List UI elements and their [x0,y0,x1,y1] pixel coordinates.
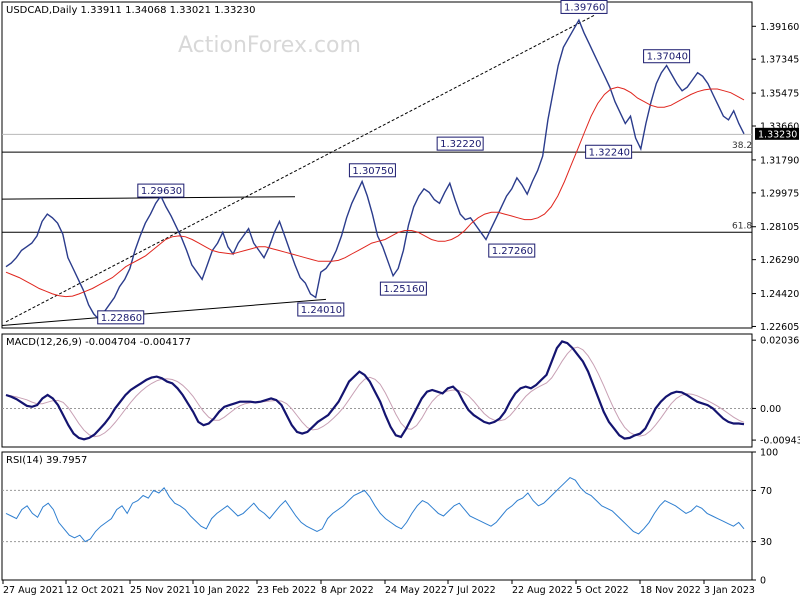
price-annotation-label: 1.32220 [440,139,481,150]
fib-level-label: 38.2 [732,141,752,151]
price-y-tick-label: 1.24420 [760,289,799,300]
price-annotation-label: 1.39760 [564,2,605,13]
fib-level-label: 61.8 [732,221,752,231]
x-tick-label: 7 Jul 2022 [448,585,496,596]
price-y-tick-label: 1.35475 [760,89,799,100]
chart-header: USDCAD,Daily 1.33911 1.34068 1.33021 1.3… [6,5,256,16]
x-tick-label: 5 Oct 2022 [576,585,629,596]
price-annotation-box [297,302,345,317]
rsi-title: RSI(14) 39.7957 [6,455,87,466]
price-panel: ActionForex.com 1.39160 1.37345 1.35475 1.33… [1,0,799,333]
x-tick-label: 12 Oct 2021 [66,585,125,596]
upper-channel-line [1,196,296,200]
lower-channel-line [1,298,327,326]
price-annotation-box [560,0,608,14]
rsi-y-tick-label: 0 [760,576,766,587]
price-annotation-box [137,183,185,198]
current-price-box [755,127,799,140]
price-annotation-label: 1.32240 [589,147,630,158]
price-annotation-box [643,49,691,64]
x-tick-label: 10 Jan 2022 [193,585,250,596]
price-y-tick-label: 1.28105 [760,222,799,233]
price-y-tick-label: 1.37345 [760,55,799,66]
price-annotation-label: 1.29630 [141,186,182,197]
price-annotation-box [97,310,145,325]
price-y-tick-label: 1.22605 [760,322,799,333]
price-annotation-label: 1.24010 [301,305,342,316]
rsi-y-tick-label: 30 [760,537,772,548]
macd-line [5,340,745,441]
moving-average-line [5,86,745,298]
price-annotation-box [379,281,427,296]
macd-title: MACD(12,26,9) -0.004704 -0.004177 [6,337,191,348]
price-annotation-box [436,136,484,151]
price-y-tick-label: 1.26290 [760,255,799,266]
price-annotation-label: 1.37040 [647,52,688,63]
price-annotation-box [348,163,396,178]
price-y-tick-label: 1.29975 [760,188,799,199]
rsi-plot-frame [1,451,753,581]
rsi-panel: 100 70 30 0 RSI(14) 39.7957 [1,448,778,587]
fib-dotted-trendline [5,14,595,323]
rsi-y-tick-label: 70 [760,486,772,497]
price-annotation-label: 1.22860 [101,313,142,324]
x-tick-label: 18 Nov 2022 [640,585,701,596]
macd-y-tick-label: 0.00 [760,404,781,415]
current-price-label: 1.33230 [758,129,797,140]
macd-plot-frame [1,333,753,448]
x-tick-label: 23 Feb 2022 [257,585,316,596]
rsi-y-tick-label: 100 [760,448,778,459]
macd-y-tick-label: 0.02036 [760,336,799,347]
price-annotation-box [585,144,633,159]
x-tick-label: 8 Apr 2022 [321,585,374,596]
price-annotation-label: 1.25160 [383,284,424,295]
price-y-tick-label: 1.39160 [760,22,799,33]
rsi-line [5,476,745,543]
x-axis: 27 Aug 2021 12 Oct 2021 25 Nov 2021 10 Jan … [2,580,755,596]
watermark: ActionForex.com [178,33,361,58]
macd-y-tick-label: -0.009438 [760,436,800,447]
macd-panel: 0.02036 0.00 -0.009438 MACD(12,26,9) -0.004… [1,333,800,448]
price-annotation-box [488,243,536,258]
price-y-tick-label: 1.33660 [760,122,799,133]
x-tick-label: 3 Jan 2023 [704,585,755,596]
x-tick-label: 22 Aug 2022 [512,585,573,596]
price-annotation-label: 1.27260 [492,246,533,257]
price-line-series [5,18,745,321]
x-tick-label: 25 Nov 2021 [130,585,191,596]
x-tick-label: 24 May 2022 [385,585,447,596]
price-annotation-label: 1.30750 [352,166,393,177]
macd-signal-line [5,346,745,438]
price-y-tick-label: 1.31790 [760,155,799,166]
x-tick-label: 27 Aug 2021 [3,585,64,596]
